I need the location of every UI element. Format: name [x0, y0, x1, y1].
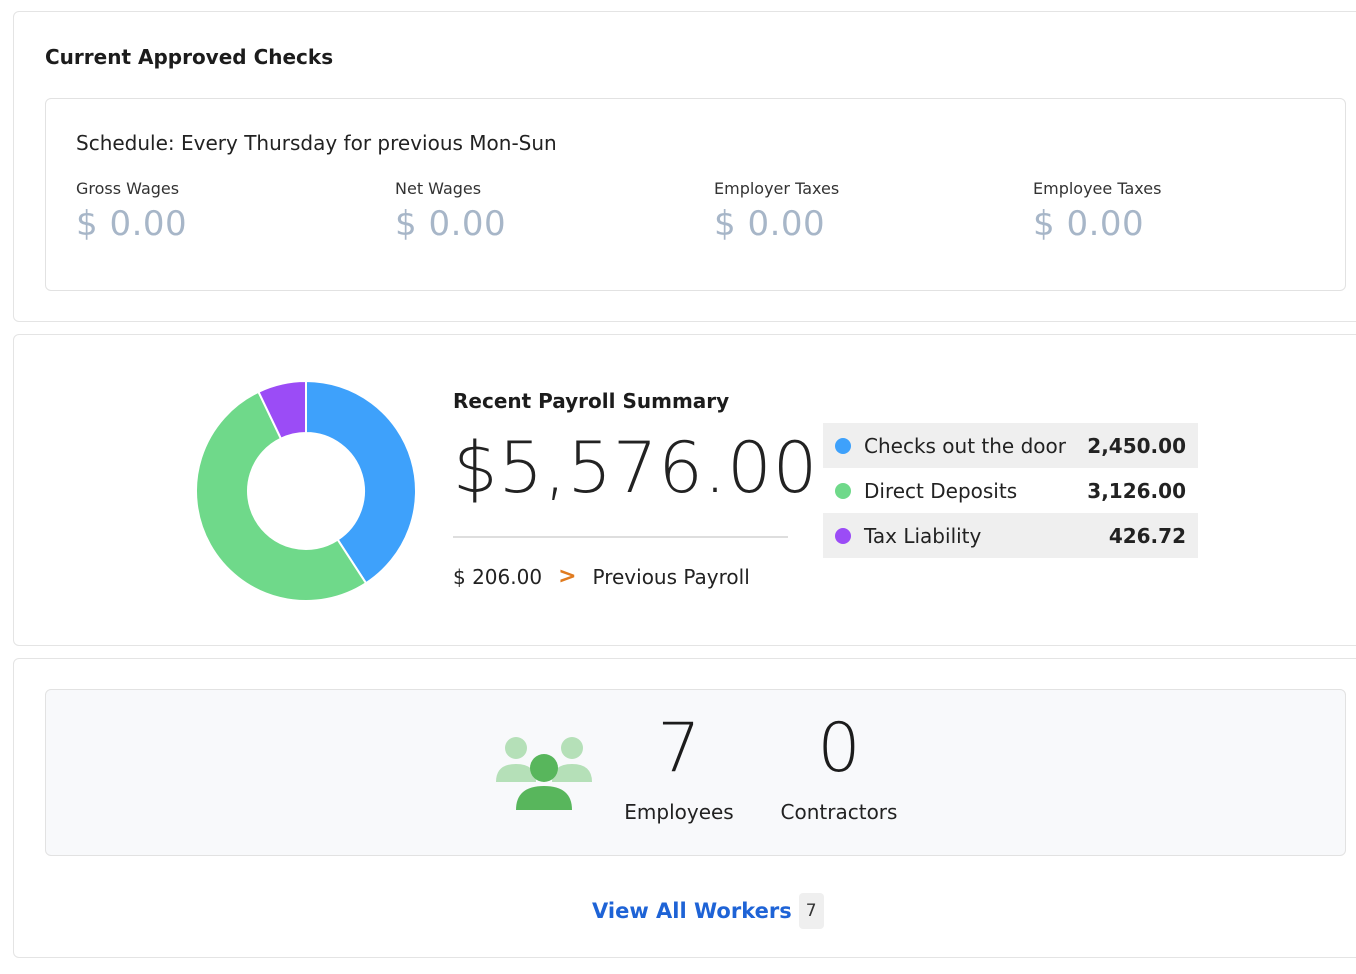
metric-value: $ 0.00	[1033, 204, 1145, 244]
approved-checks-card: Current Approved Checks Schedule: Every …	[13, 11, 1356, 322]
approved-checks-title: Current Approved Checks	[45, 45, 334, 69]
metric-label: Employer Taxes	[714, 179, 840, 198]
workers-card: 7 Employees 0 Contractors View All Worke…	[13, 658, 1356, 958]
people-group-icon	[496, 737, 592, 810]
legend-value: 2,450.00	[1087, 433, 1186, 458]
employees-label: Employees	[624, 800, 734, 824]
view-all-workers-link[interactable]: View All Workers	[592, 899, 792, 923]
payroll-summary-card: Recent Payroll Summary $5,576.00 $ 206.0…	[13, 334, 1356, 646]
metric-label: Gross Wages	[76, 179, 180, 198]
contractors-count: 0	[817, 709, 861, 788]
metric-label: Employee Taxes	[1033, 179, 1162, 198]
schedule-box: Schedule: Every Thursday for previous Mo…	[45, 98, 1346, 291]
legend-dot-direct-deposits	[835, 482, 851, 499]
contractors-label: Contractors	[780, 800, 898, 824]
previous-payroll-label: Previous Payroll	[592, 564, 750, 589]
metric-value: $ 0.00	[714, 204, 826, 244]
metric-label: Net Wages	[395, 179, 482, 198]
legend-value: 3,126.00	[1087, 478, 1186, 503]
summary-title: Recent Payroll Summary	[453, 389, 730, 413]
previous-payroll-amount: $ 206.00	[453, 564, 543, 589]
contractors-stat[interactable]: 0 Contractors	[779, 708, 899, 824]
payroll-donut-chart	[195, 379, 417, 602]
legend-dot-tax-liability	[835, 527, 851, 544]
gross-wages-metric: Gross Wages $ 0.00	[76, 179, 187, 244]
employees-count: 7	[657, 709, 701, 788]
schedule-text: Schedule: Every Thursday for previous Mo…	[76, 131, 557, 155]
payroll-legend: Checks out the door 2,450.00 Direct Depo…	[823, 423, 1198, 558]
metric-value: $ 0.00	[395, 204, 507, 244]
employee-taxes-metric: Employee Taxes $ 0.00	[1033, 179, 1161, 244]
previous-payroll-row[interactable]: $ 206.00 > Previous Payroll	[453, 564, 750, 589]
donut-slice-tax-liability	[257, 379, 307, 441]
workers-count-badge: 7	[798, 893, 824, 929]
chevron-right-icon: >	[558, 564, 577, 589]
employer-taxes-metric: Employer Taxes $ 0.00	[714, 179, 839, 244]
legend-row-tax-liability: Tax Liability 426.72	[823, 513, 1198, 558]
summary-divider	[453, 536, 788, 538]
donut-slice-direct-deposits	[195, 390, 368, 602]
donut-slice-checks	[305, 379, 417, 585]
legend-name: Checks out the door	[864, 433, 1066, 458]
view-all-workers[interactable]: View All Workers 7	[592, 893, 824, 929]
workers-box: 7 Employees 0 Contractors	[45, 689, 1346, 856]
summary-amount: $5,576.00	[453, 427, 819, 509]
legend-row-direct-deposits: Direct Deposits 3,126.00	[823, 468, 1198, 513]
legend-name: Tax Liability	[864, 523, 982, 548]
legend-dot-checks	[835, 437, 851, 454]
legend-name: Direct Deposits	[864, 478, 1018, 503]
legend-row-checks: Checks out the door 2,450.00	[823, 423, 1198, 468]
metric-value: $ 0.00	[76, 204, 188, 244]
employees-stat[interactable]: 7 Employees	[624, 708, 734, 824]
net-wages-metric: Net Wages $ 0.00	[395, 179, 506, 244]
legend-value: 426.72	[1108, 523, 1186, 548]
